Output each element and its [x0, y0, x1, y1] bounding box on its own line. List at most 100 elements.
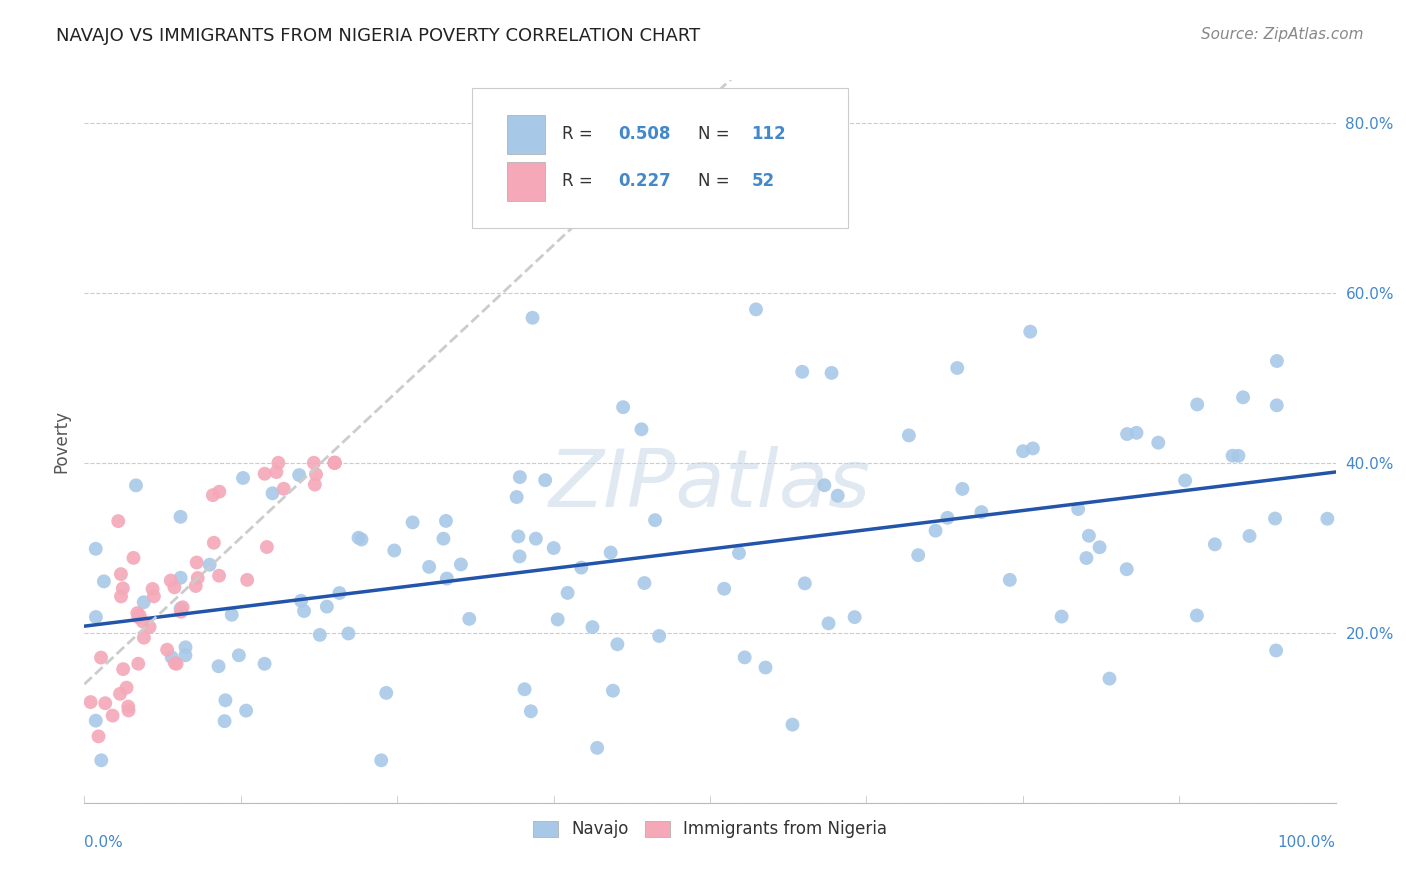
- Point: [1115, 562, 1137, 576]
- Point: [156, 642, 179, 657]
- Point: [1264, 511, 1286, 525]
- Point: [187, 571, 209, 585]
- Point: [93, 574, 115, 589]
- Point: [174, 648, 197, 663]
- Bar: [508, 161, 546, 202]
- Text: N =: N =: [697, 172, 734, 190]
- Point: [308, 628, 330, 642]
- Point: [1204, 537, 1226, 551]
- Point: [273, 482, 295, 496]
- Text: 52: 52: [751, 172, 775, 190]
- Text: ZIPatlas: ZIPatlas: [548, 446, 872, 524]
- Point: [115, 681, 138, 695]
- Point: [581, 620, 603, 634]
- Point: [505, 490, 527, 504]
- Point: [170, 605, 193, 619]
- Point: [117, 703, 139, 717]
- Point: [606, 637, 628, 651]
- Text: R =: R =: [562, 126, 599, 144]
- Point: [844, 610, 866, 624]
- Point: [169, 601, 191, 615]
- Point: [169, 509, 191, 524]
- Point: [1265, 643, 1288, 657]
- Point: [1174, 474, 1197, 488]
- Point: [337, 626, 360, 640]
- Point: [1265, 354, 1288, 368]
- Point: [728, 546, 751, 560]
- Point: [236, 573, 259, 587]
- Point: [302, 456, 325, 470]
- Point: [323, 456, 346, 470]
- Point: [813, 478, 835, 492]
- Point: [214, 693, 236, 707]
- Point: [138, 620, 160, 634]
- Point: [569, 560, 592, 574]
- Point: [90, 650, 112, 665]
- Point: [174, 640, 197, 655]
- Point: [1116, 427, 1139, 442]
- Point: [602, 683, 624, 698]
- Point: [84, 541, 107, 556]
- Point: [586, 740, 609, 755]
- Point: [110, 567, 132, 582]
- Point: [267, 456, 290, 470]
- Point: [375, 686, 398, 700]
- Point: [159, 574, 181, 588]
- Point: [599, 545, 621, 559]
- Point: [782, 717, 804, 731]
- Point: [122, 550, 145, 565]
- Point: [79, 695, 101, 709]
- Point: [107, 514, 129, 528]
- Point: [509, 549, 531, 564]
- Point: [1316, 512, 1339, 526]
- Point: [1147, 435, 1170, 450]
- Text: 0.0%: 0.0%: [84, 835, 124, 850]
- Point: [169, 571, 191, 585]
- Point: [128, 608, 150, 623]
- Point: [304, 477, 326, 491]
- Point: [290, 594, 312, 608]
- Point: [1185, 397, 1208, 411]
- Point: [793, 576, 815, 591]
- Point: [1067, 502, 1090, 516]
- Point: [1077, 529, 1099, 543]
- Point: [612, 400, 634, 414]
- Point: [214, 714, 236, 728]
- Point: [754, 660, 776, 674]
- Point: [108, 687, 131, 701]
- Point: [125, 478, 148, 492]
- Text: N =: N =: [697, 126, 734, 144]
- Point: [897, 428, 920, 442]
- Point: [262, 486, 284, 500]
- Point: [208, 568, 231, 582]
- Point: [401, 516, 423, 530]
- Point: [458, 612, 481, 626]
- Point: [90, 753, 112, 767]
- Point: [347, 531, 370, 545]
- Point: [432, 532, 454, 546]
- Point: [434, 514, 457, 528]
- Point: [1088, 541, 1111, 555]
- Point: [644, 513, 666, 527]
- Point: [370, 753, 392, 767]
- Point: [315, 599, 337, 614]
- Point: [292, 604, 315, 618]
- Point: [534, 473, 557, 487]
- Point: [936, 511, 959, 525]
- Point: [127, 610, 149, 624]
- Point: [207, 659, 229, 673]
- Point: [323, 456, 346, 470]
- Point: [382, 543, 405, 558]
- Point: [202, 535, 225, 549]
- Point: [184, 579, 207, 593]
- Point: [970, 505, 993, 519]
- Point: [520, 704, 543, 718]
- Point: [648, 629, 671, 643]
- Point: [450, 558, 472, 572]
- Point: [734, 650, 756, 665]
- Point: [186, 556, 208, 570]
- Bar: [508, 114, 546, 154]
- Point: [235, 704, 257, 718]
- Point: [221, 607, 243, 622]
- Point: [543, 541, 565, 555]
